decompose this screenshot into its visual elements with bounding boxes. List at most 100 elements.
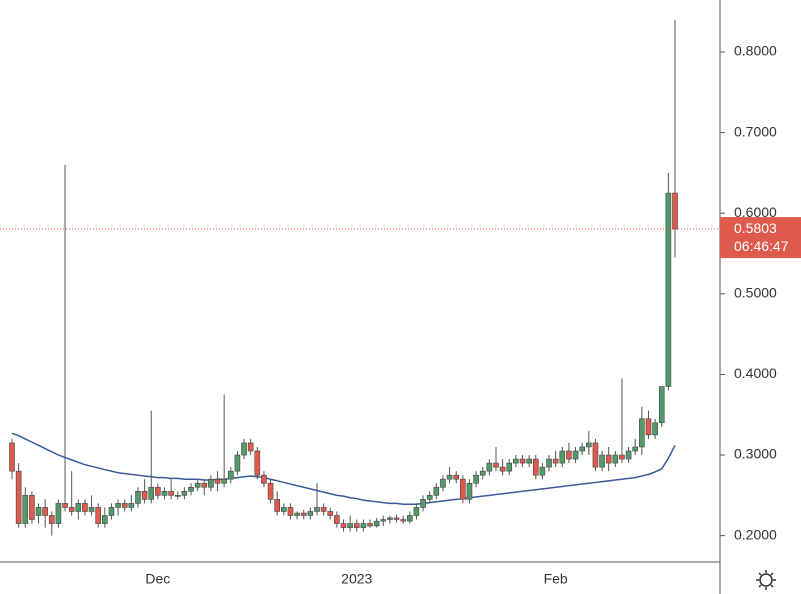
candle-body [68,507,75,512]
settings-gear[interactable] [759,573,773,587]
candle-body [161,491,168,496]
y-tick-label: 0.2000 [734,526,777,542]
candle-body [486,462,493,472]
candle-body [287,507,294,516]
candle-body [115,503,121,508]
candle-body [652,422,658,436]
candle-body [214,478,221,484]
candle-body [612,454,619,464]
candle-body [380,519,387,522]
candle-body [155,486,161,496]
candle-body [572,450,579,460]
candle-body [294,512,300,516]
candle-body [406,515,413,522]
candle-body [506,462,513,472]
candle-body [552,458,559,464]
candle-body [174,495,181,497]
candle-body [672,192,678,230]
candle-body [128,503,135,508]
y-tick-label: 0.3000 [734,446,777,462]
candle-body [121,503,128,508]
candle-body [493,462,499,468]
candle-body [353,523,360,528]
candle-body [619,454,625,460]
candle-body [420,499,426,508]
candle-body [334,515,340,524]
y-tick-label: 0.7000 [734,123,777,139]
y-tick-label: 0.6000 [734,204,777,220]
candle-body [221,478,227,484]
candle-body [453,474,460,480]
price-tag [720,217,801,259]
candle-body [413,507,420,516]
x-tick-label: 2023 [341,571,372,587]
candle-body [519,458,526,464]
candle-body [513,458,519,464]
candle-body [473,474,479,484]
settings-icon[interactable] [756,570,776,590]
candle-body [208,478,214,488]
candle-body [141,491,148,500]
candle-body [135,491,141,504]
candle-body [347,523,353,528]
candle-body [194,482,201,488]
candle-body [645,418,652,436]
candle-body [267,482,274,500]
candle-body [579,446,585,452]
price-tag-label: 0.5803 [734,220,777,236]
candle-body [234,454,241,472]
countdown-label: 06:46:47 [734,238,789,254]
candle-body [446,474,453,480]
candle-body [300,512,307,516]
candle-body [188,486,194,492]
candle-body [327,511,334,516]
candle-body [314,507,320,512]
candle-body [499,466,506,472]
candle-body [566,450,572,460]
candle-body [55,503,62,524]
candle-body [281,507,287,512]
candle-body [307,511,314,516]
candle-body [48,515,55,524]
candle-body [168,491,174,496]
candle-body [658,386,665,424]
candle-body [426,495,433,500]
y-tick-label: 0.4000 [734,365,777,381]
candle-body [599,454,605,468]
candle-body [148,486,155,500]
candle-body [632,446,639,452]
candle-body [440,478,446,488]
candle-body [201,482,208,488]
candle-body [460,478,466,500]
candle-body [546,458,552,468]
candle-body [62,503,68,508]
settings-teeth[interactable] [756,570,776,590]
candle-body [360,523,367,528]
y-tick-label: 0.5000 [734,285,777,301]
candle-body [181,491,188,496]
candle-body [22,495,29,524]
candle-body [665,192,672,387]
candle-body [15,470,22,524]
candle-body [592,442,599,468]
candle-body [75,503,82,512]
candle-body [367,523,373,527]
candle-body [639,418,645,448]
candle-body [340,523,347,528]
candle-body [254,450,261,476]
candle-body [261,474,267,484]
candle-body [108,507,115,516]
candle-body [227,470,234,480]
x-tick-label: Dec [145,571,170,587]
candle-body [247,442,254,452]
candle-body [274,499,281,512]
candle-body [526,458,532,464]
candle-body [393,517,400,520]
candle-body [35,507,42,516]
candle-body [466,482,473,500]
candle-body [82,503,88,512]
candle-body [625,450,632,460]
candle-body [88,507,95,512]
candle-body [102,515,108,524]
